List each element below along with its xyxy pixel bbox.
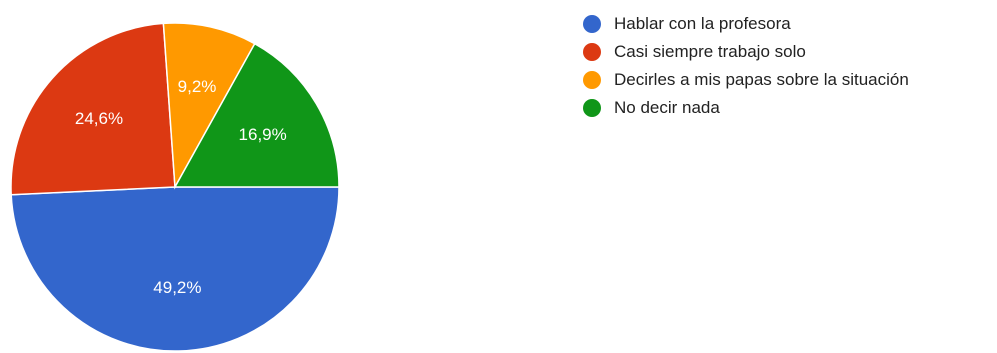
pie-chart-plot: 49,2% 24,6% 9,2% 16,9% [10,22,340,352]
legend-label: Casi siempre trabajo solo [614,42,806,61]
pie-slice [162,22,256,190]
pie-slice [10,186,340,352]
legend-swatch-icon [583,99,601,117]
legend-item[interactable]: Decirles a mis papas sobre la situación [583,66,909,94]
chart-legend: Hablar con la profesora Casi siempre trab… [583,10,909,122]
legend-item[interactable]: Hablar con la profesora [583,10,909,38]
legend-item[interactable]: No decir nada [583,94,909,122]
pie-slice-label: 16,9% [239,125,287,144]
legend-label: No decir nada [614,98,720,117]
pie-slice [173,42,340,188]
legend-swatch-icon [583,15,601,33]
pie-slice-label: 49,2% [153,278,201,297]
pie-slice [10,22,176,196]
legend-swatch-icon [583,43,601,61]
pie-slice-label: 24,6% [75,109,123,128]
legend-label: Hablar con la profesora [614,14,791,33]
legend-item[interactable]: Casi siempre trabajo solo [583,38,909,66]
pie-slice-label: 9,2% [178,77,217,96]
legend-label: Decirles a mis papas sobre la situación [614,70,909,89]
legend-swatch-icon [583,71,601,89]
